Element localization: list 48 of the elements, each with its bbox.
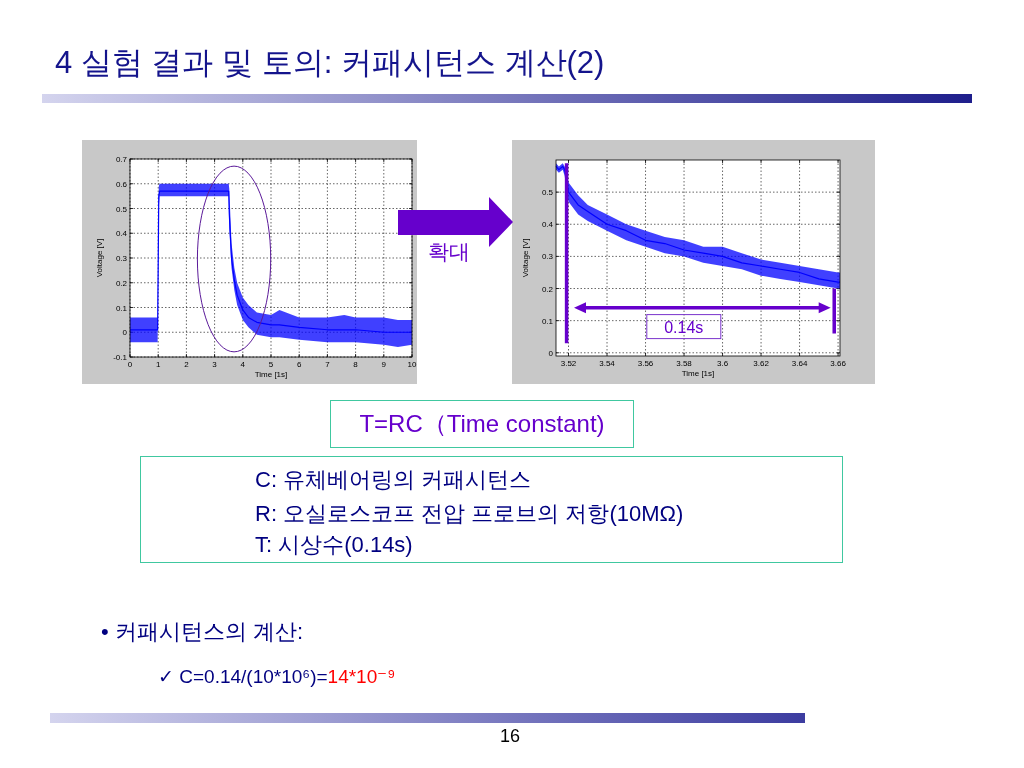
y-tick-label: 0.4: [115, 229, 128, 239]
y-tick-label: 0.3: [541, 252, 554, 262]
y-tick-label: 0.6: [115, 179, 128, 189]
x-tick-label: 3.54: [599, 359, 616, 368]
x-axis-title: Time [1s]: [681, 369, 715, 378]
text: 4 실험 결과 및 토의: 커패시턴스 계산(2): [55, 45, 605, 81]
text: 14*10⁻⁹: [327, 666, 396, 687]
text: 확대: [428, 240, 470, 264]
text: C: 유체베어링의 커패시턴스: [255, 467, 532, 493]
x-axis-title: Time [1s]: [254, 370, 288, 379]
x-tick-label: 3: [212, 360, 218, 369]
x-tick-label: 3.64: [791, 359, 808, 368]
annotation: 0.14s: [664, 318, 704, 336]
y-tick-label: 0.5: [541, 188, 554, 198]
y-tick-label: 0: [548, 348, 554, 358]
x-tick-label: 3.6: [716, 359, 729, 368]
text: ✓ C=0.14/(10*10⁶)=: [158, 666, 328, 687]
x-tick-label: 5: [268, 360, 274, 369]
y-tick-label: 0.1: [115, 303, 128, 313]
x-tick-label: 10: [407, 360, 417, 369]
y-tick-label: 0.3: [115, 254, 128, 263]
x-tick-label: 2: [184, 360, 190, 369]
y-tick-label: 0.2: [541, 284, 554, 294]
y-tick-label: 0.7: [115, 155, 128, 164]
x-tick-label: 8: [353, 360, 359, 369]
y-tick-label: 0.2: [115, 278, 128, 288]
y-tick-label: 0.1: [541, 316, 554, 326]
text: • 커패시턴스의 계산:: [101, 619, 304, 645]
x-tick-label: 9: [381, 360, 387, 369]
y-tick-label: 0: [122, 328, 128, 338]
text: R: 오실로스코프 전압 프로브의 저항(10MΩ): [255, 501, 684, 527]
x-tick-label: 3.62: [753, 359, 770, 368]
x-tick-label: 3.66: [830, 359, 847, 368]
text: 16: [500, 726, 521, 747]
x-tick-label: 3.56: [637, 359, 654, 368]
text: T: 시상수(0.14s): [255, 532, 413, 558]
x-tick-label: 4: [240, 360, 246, 369]
y-axis-title: Voltage [V]: [521, 238, 530, 278]
y-tick-label: 0.5: [115, 204, 128, 214]
y-axis-title: Voltage [V]: [95, 238, 104, 278]
x-tick-label: 3.58: [676, 359, 693, 368]
text: T=RC（Time constant): [331, 401, 633, 447]
y-tick-label: -0.1: [113, 353, 128, 362]
y-tick-label: 0.4: [541, 220, 554, 230]
x-tick-label: 6: [296, 360, 302, 369]
x-tick-label: 3.52: [560, 359, 577, 368]
x-tick-label: 1: [155, 360, 161, 369]
x-tick-label: 7: [325, 360, 331, 369]
